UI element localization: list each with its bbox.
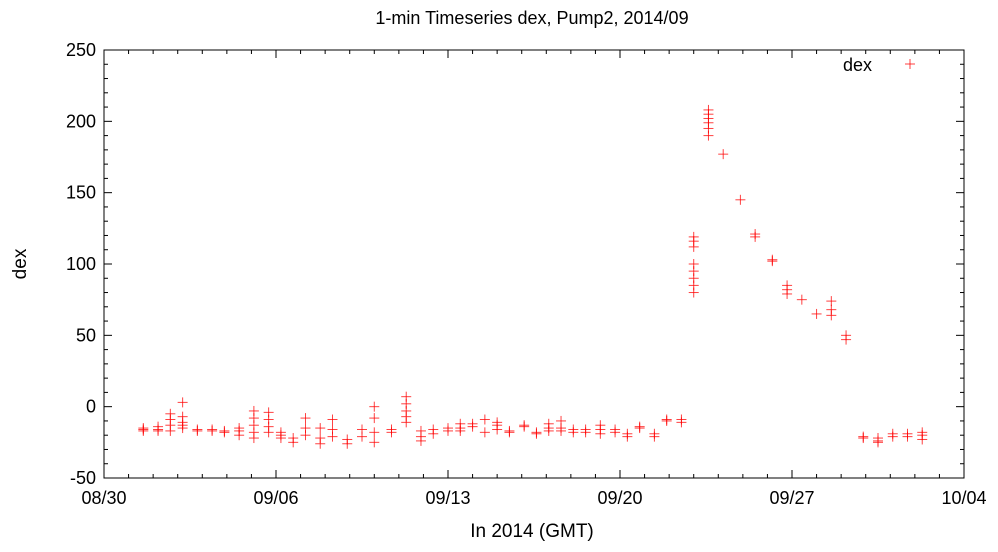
x-tick-label: 09/13 <box>425 488 470 508</box>
data-point <box>369 413 380 424</box>
x-axis-label: In 2014 (GMT) <box>470 521 594 542</box>
data-point <box>386 424 397 435</box>
data-point <box>531 428 542 439</box>
data-point <box>177 411 188 422</box>
data-point <box>177 397 188 408</box>
data-point <box>767 256 778 267</box>
data-point <box>263 407 274 418</box>
y-tick-label: -50 <box>70 468 96 488</box>
x-tick-label: 09/27 <box>769 488 814 508</box>
data-point <box>401 391 412 402</box>
data-point <box>342 434 353 445</box>
data-point <box>902 428 913 439</box>
data-point <box>219 425 230 436</box>
data-point <box>873 437 883 448</box>
data-point <box>858 431 869 442</box>
x-axis: 08/30 09/06 09/13 09/20 09/27 10/04 <box>81 50 987 508</box>
data-point <box>315 423 326 434</box>
data-point <box>568 424 579 435</box>
data-point <box>580 424 591 435</box>
data-point <box>234 423 245 434</box>
data-point <box>165 408 176 419</box>
data-point <box>467 418 478 429</box>
data-point <box>428 424 439 435</box>
data-point <box>718 149 729 160</box>
data-point <box>917 427 928 438</box>
y-tick-label: 100 <box>66 254 96 274</box>
data-point <box>796 294 807 305</box>
data-point <box>369 437 380 448</box>
x-tick-label: 09/20 <box>597 488 642 508</box>
legend-marker-glyph <box>905 59 915 69</box>
series-dex <box>138 104 928 449</box>
data-point <box>661 415 672 426</box>
data-point <box>676 414 687 425</box>
data-point <box>622 428 633 439</box>
data-point <box>479 414 490 425</box>
x-tick-label: 08/30 <box>81 488 126 508</box>
legend-label-dex: dex <box>843 55 872 75</box>
data-point <box>153 425 164 436</box>
data-point <box>207 424 218 435</box>
legend: dex <box>843 55 915 75</box>
legend-marker-dex <box>905 59 915 69</box>
x-tick-label: 09/06 <box>253 488 298 508</box>
data-point <box>300 423 311 434</box>
data-point <box>492 417 503 428</box>
data-point <box>479 427 490 438</box>
data-point <box>315 433 326 444</box>
data-point <box>369 427 380 438</box>
y-tick-label: 0 <box>86 397 96 417</box>
data-point <box>556 415 567 426</box>
data-point <box>595 420 606 431</box>
data-point <box>782 288 793 299</box>
data-point <box>649 428 660 439</box>
data-point <box>688 231 699 242</box>
data-point <box>357 424 367 435</box>
data-point <box>275 427 286 438</box>
data-point <box>138 424 149 435</box>
data-point <box>443 425 453 436</box>
data-point <box>327 414 338 425</box>
y-tick-label: 150 <box>66 183 96 203</box>
data-point <box>415 435 426 446</box>
data-point <box>248 413 259 424</box>
data-point <box>750 231 761 242</box>
data-point <box>841 334 852 345</box>
data-point <box>887 428 898 439</box>
data-point <box>177 420 188 431</box>
data-point <box>455 418 466 429</box>
data-point <box>300 413 311 424</box>
data-point <box>610 424 621 435</box>
x-tick-label: 10/04 <box>941 488 986 508</box>
data-point <box>634 421 645 432</box>
y-axis-label: dex <box>10 248 31 279</box>
data-point <box>688 259 699 269</box>
y-tick-label: 50 <box>76 325 96 345</box>
data-point <box>401 417 412 428</box>
plot-area-frame <box>103 49 965 479</box>
data-point <box>288 433 299 444</box>
y-tick-label: 200 <box>66 111 96 131</box>
data-point <box>327 424 338 435</box>
data-point <box>735 194 746 205</box>
data-point <box>519 420 530 431</box>
chart-title: 1-min Timeseries dex, Pump2, 2014/09 <box>375 8 688 28</box>
data-point <box>826 296 837 307</box>
data-point <box>543 418 554 429</box>
data-point <box>504 425 515 436</box>
data-point <box>703 104 714 115</box>
y-axis: -50 0 50 100 150 200 250 <box>66 40 964 488</box>
data-point <box>192 425 203 436</box>
y-tick-label: 250 <box>66 40 96 60</box>
data-point <box>826 304 837 315</box>
data-point <box>369 401 380 412</box>
data-point <box>811 308 822 319</box>
